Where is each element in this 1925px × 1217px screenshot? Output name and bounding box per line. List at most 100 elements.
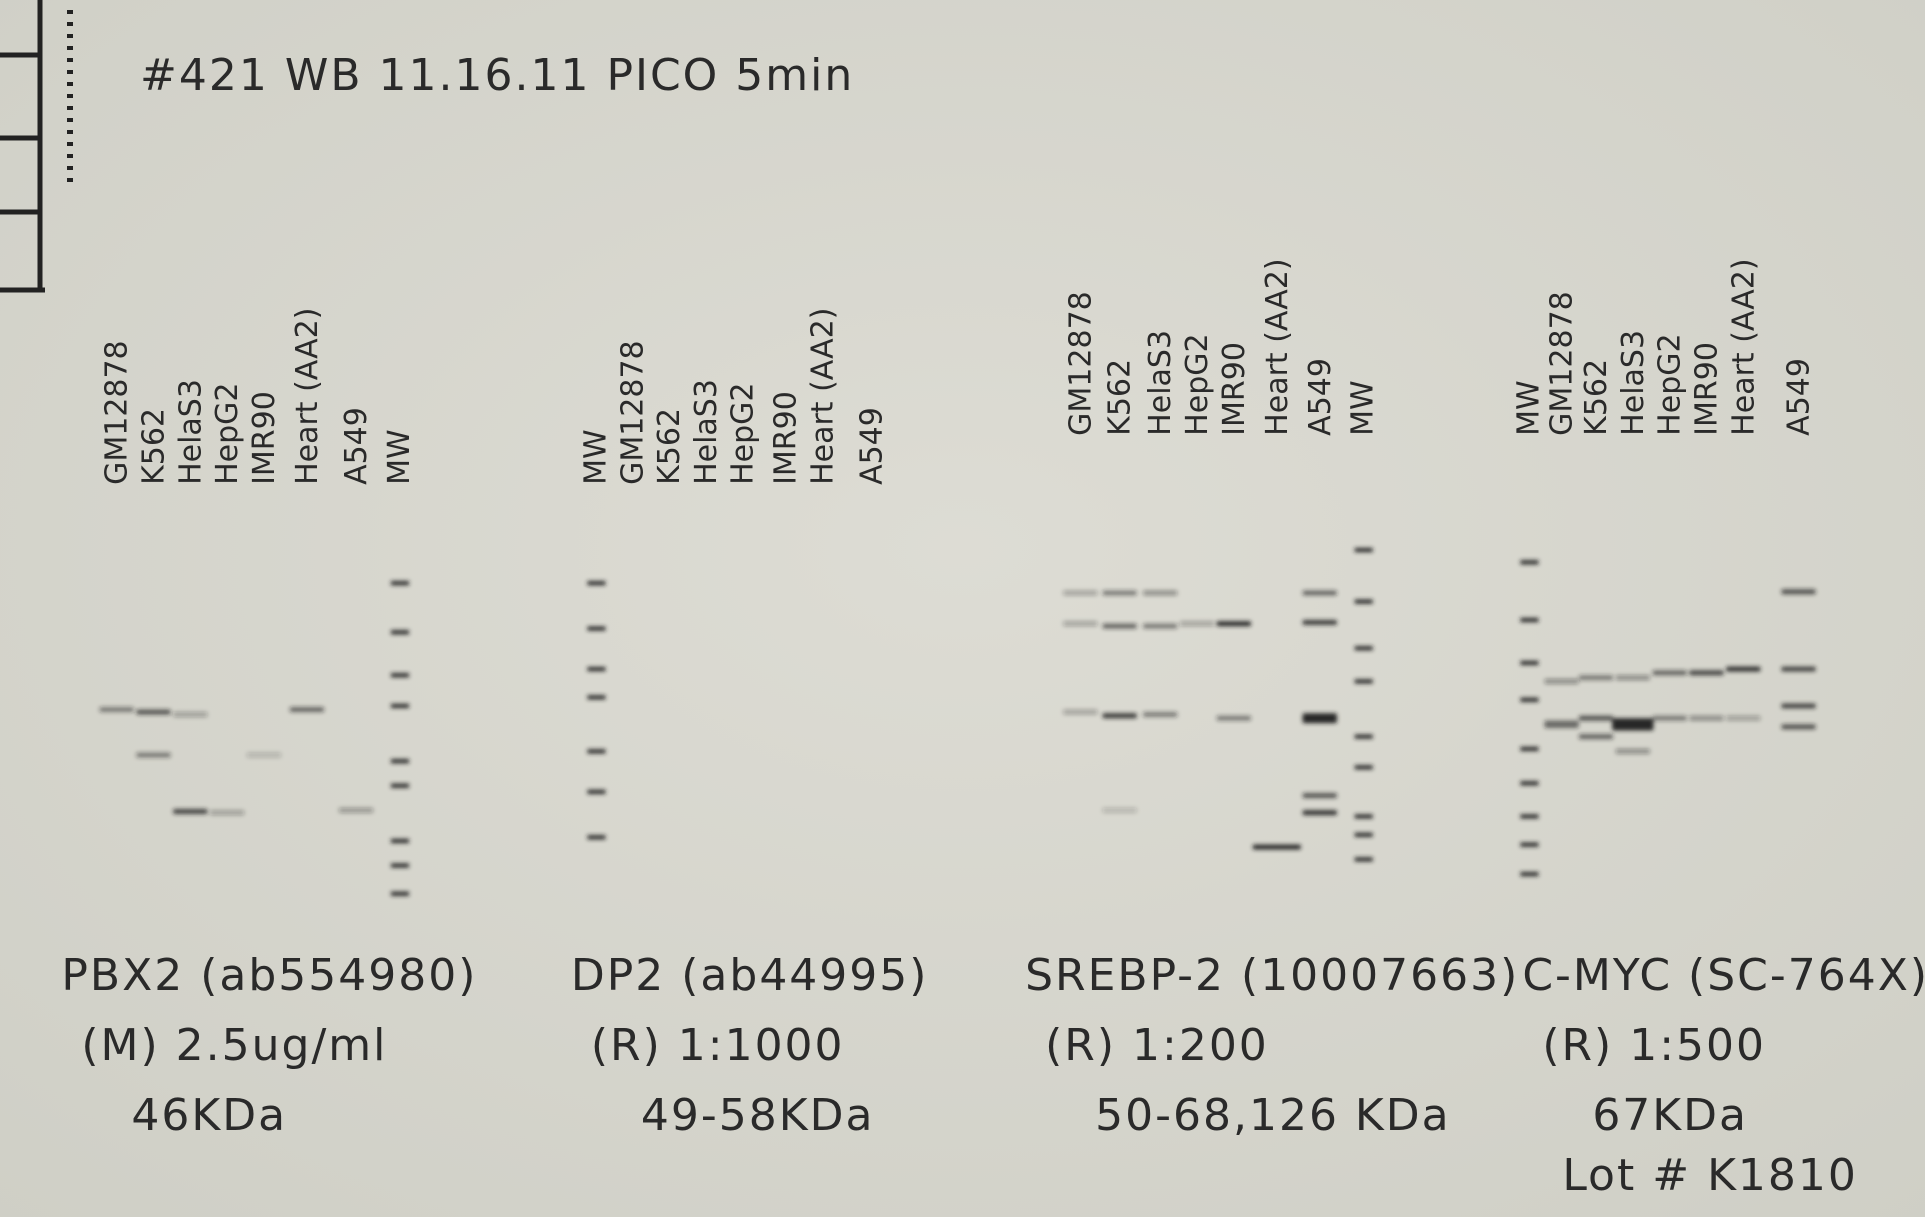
band: [1615, 748, 1650, 754]
dilution-label: (M) 2.5ug/ml: [81, 1020, 387, 1071]
band: [1063, 590, 1098, 596]
band: [1302, 590, 1337, 596]
ladder-mark: [390, 581, 409, 586]
band: [136, 709, 171, 715]
band: [1781, 589, 1816, 595]
lane-label: GM12878: [100, 340, 135, 485]
ladder-mark: [587, 695, 606, 700]
ladder-mark: [1520, 660, 1539, 665]
lane-label: HepG2: [210, 383, 245, 485]
antibody-label: C-MYC (SC-764X): [1522, 950, 1925, 1001]
band: [1302, 713, 1337, 724]
ladder-mark: [1520, 842, 1539, 847]
antibody-label: DP2 (ab44995): [571, 950, 929, 1001]
band: [1578, 734, 1614, 740]
ladder-mark: [1520, 814, 1539, 819]
lane-label: MW: [578, 429, 613, 485]
size-label: 50-68,126 KDa: [1095, 1090, 1451, 1141]
band: [209, 810, 245, 816]
band: [1102, 590, 1137, 596]
ladder-mark: [390, 891, 409, 896]
ladder-mark: [390, 673, 409, 678]
ladder-mark: [1354, 599, 1373, 604]
band: [1252, 844, 1301, 850]
ladder-mark: [1354, 814, 1373, 819]
band: [1142, 623, 1178, 629]
ladder-mark: [1354, 548, 1373, 552]
lane-label: Heart (AA2): [290, 308, 325, 485]
lane-label: HelaS3: [1143, 330, 1178, 436]
band: [1781, 724, 1816, 730]
band: [1179, 621, 1215, 627]
lane-label: GM12878: [1545, 291, 1580, 436]
size-label: 67KDa: [1592, 1090, 1748, 1141]
lane-label: HepG2: [1180, 333, 1215, 435]
ladder-mark: [1520, 872, 1539, 877]
band: [1302, 793, 1337, 798]
ladder-mark: [390, 783, 409, 788]
lot-label: Lot # K1810: [1562, 1150, 1858, 1201]
lane-label: A549: [1782, 358, 1817, 436]
ladder-mark: [1354, 646, 1373, 651]
band: [1781, 666, 1816, 672]
lane-label: Heart (AA2): [1726, 258, 1761, 435]
band: [1726, 666, 1761, 672]
lane-label: IMR90: [247, 391, 282, 485]
lane-label: A549: [855, 407, 890, 485]
ladder-mark: [1354, 857, 1373, 862]
band: [1578, 675, 1614, 681]
band: [1063, 621, 1098, 627]
lane-label: IMR90: [769, 391, 804, 485]
ladder-mark: [1520, 746, 1539, 751]
lane-label: K562: [1579, 359, 1614, 436]
antibody-label: SREBP-2 (10007663): [1025, 950, 1519, 1001]
band: [1689, 715, 1724, 721]
lane-label: MW: [1511, 380, 1546, 436]
dilution-label: (R) 1:500: [1542, 1020, 1766, 1071]
ladder-mark: [1520, 781, 1539, 786]
lane-label: HepG2: [1653, 333, 1688, 435]
dilution-label: (R) 1:200: [1045, 1020, 1269, 1071]
band: [136, 752, 171, 758]
band: [173, 809, 208, 814]
ladder-mark: [587, 835, 606, 840]
lane-label: A549: [1303, 358, 1338, 436]
size-label: 46KDa: [131, 1090, 287, 1141]
band: [1615, 675, 1650, 681]
lane-label: GM12878: [615, 340, 650, 485]
band: [1142, 712, 1178, 717]
ladder-mark: [390, 630, 409, 635]
lane-label: MW: [382, 429, 417, 485]
ladder-mark: [1520, 617, 1539, 622]
band: [1689, 670, 1724, 676]
size-label: 49-58KDa: [641, 1090, 875, 1141]
ladder-mark: [1520, 697, 1539, 702]
ruler: [0, 0, 73, 293]
lane-label: Heart (AA2): [1260, 258, 1295, 435]
ladder-mark: [587, 749, 606, 754]
ladder-mark: [1520, 560, 1539, 565]
lane-label: K562: [136, 408, 171, 485]
ladder-mark: [390, 863, 409, 868]
lane-label: A549: [339, 407, 374, 485]
band: [1302, 810, 1337, 816]
ladder-mark: [587, 667, 606, 672]
dilution-label: (R) 1:1000: [591, 1020, 845, 1071]
lane-label: IMR90: [1217, 342, 1252, 436]
lane-label: HelaS3: [173, 379, 208, 485]
lane-label: HepG2: [726, 383, 761, 485]
ladder-mark: [1354, 832, 1373, 837]
ladder-mark: [1354, 734, 1373, 739]
lane-label: HelaS3: [689, 379, 724, 485]
band: [1781, 703, 1816, 709]
ladder-mark: [390, 703, 409, 708]
band: [99, 707, 134, 713]
band: [1652, 715, 1687, 721]
band: [1216, 715, 1252, 721]
ladder-mark: [1354, 765, 1373, 770]
band: [1063, 709, 1098, 715]
band: [1102, 713, 1137, 719]
lane-label: MW: [1346, 380, 1381, 436]
